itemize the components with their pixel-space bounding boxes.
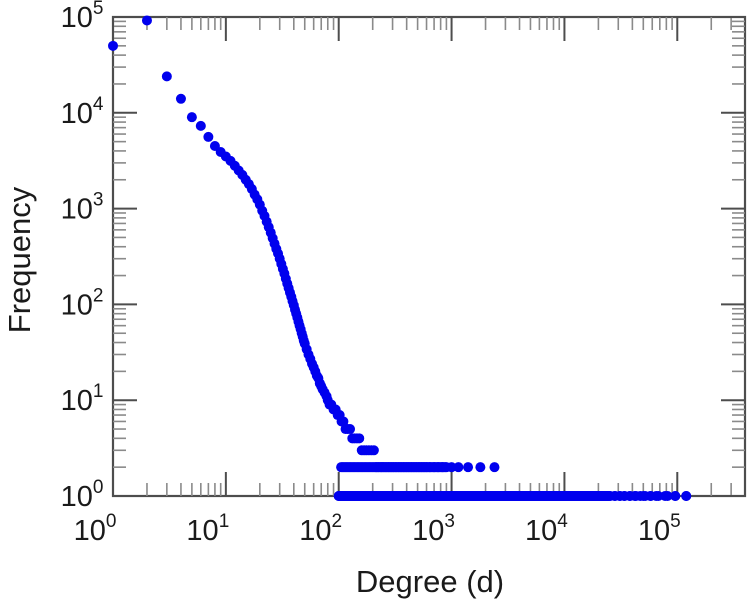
data-point [141, 15, 152, 26]
data-point [186, 112, 197, 123]
x-axis-label: Degree (d) [356, 564, 504, 599]
data-point [175, 93, 186, 104]
data-point [670, 491, 681, 501]
x-axis-major-ticks [112, 17, 679, 496]
tick-exponent: 1 [93, 381, 104, 402]
data-point [662, 491, 673, 501]
data-point [489, 462, 500, 473]
data-point [338, 416, 349, 427]
tick-exponent: 3 [444, 511, 455, 532]
data-point [161, 71, 172, 82]
tick-exponent: 0 [93, 477, 104, 498]
y-axis-label: Frequency [2, 186, 37, 333]
scatter-data-points [108, 15, 692, 501]
tick-exponent: 4 [557, 511, 568, 532]
data-point [681, 491, 692, 501]
data-point [203, 131, 214, 142]
tick-exponent: 4 [93, 94, 104, 115]
tick-exponent: 3 [93, 190, 104, 211]
data-point [345, 424, 356, 435]
data-point [368, 445, 379, 456]
y-axis-major-ticks [113, 16, 745, 497]
tick-exponent: 5 [670, 511, 681, 532]
tick-exponent: 0 [106, 511, 117, 532]
data-point [463, 462, 474, 473]
data-point [645, 491, 656, 501]
data-point [653, 491, 664, 501]
tick-exponent: 2 [332, 511, 343, 532]
tick-exponent: 2 [93, 285, 104, 306]
data-point [453, 462, 464, 473]
data-point [630, 491, 641, 501]
data-point [108, 40, 118, 51]
data-point [354, 433, 365, 444]
tick-exponent: 5 [93, 0, 104, 19]
data-point [440, 462, 451, 473]
data-point [638, 491, 649, 501]
tick-exponent: 1 [219, 511, 230, 532]
y-axis-minor-ticks [113, 20, 745, 468]
data-point [195, 120, 206, 131]
data-point [475, 462, 486, 473]
